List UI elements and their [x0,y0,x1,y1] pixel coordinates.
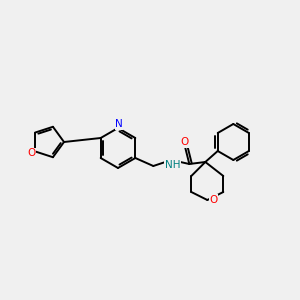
Text: N: N [115,119,123,129]
Text: O: O [27,148,35,158]
Text: NH: NH [165,160,180,170]
Text: O: O [180,137,188,147]
Text: O: O [209,195,218,205]
